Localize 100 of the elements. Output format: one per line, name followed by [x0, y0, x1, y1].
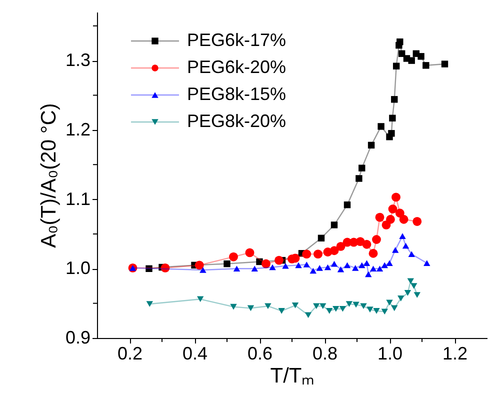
point	[376, 266, 384, 272]
point	[196, 296, 204, 302]
x-tick-label: 0.4	[182, 344, 208, 364]
point	[388, 130, 395, 137]
y-axis-title: A₀(T)/A₀(20 °C)	[37, 103, 60, 248]
point	[373, 308, 380, 314]
point	[386, 214, 395, 224]
point	[352, 302, 360, 308]
point	[441, 60, 448, 68]
point	[391, 305, 398, 312]
point	[358, 164, 366, 172]
point	[264, 303, 272, 309]
point	[399, 214, 408, 224]
x-tick-label: 0.6	[247, 344, 273, 364]
point	[399, 233, 406, 239]
point	[344, 201, 351, 208]
point	[247, 305, 254, 312]
point	[381, 308, 388, 315]
point	[408, 57, 415, 64]
y-tick-label: 1.2	[65, 119, 90, 140]
point	[336, 242, 346, 251]
point	[344, 262, 351, 268]
point	[330, 260, 338, 267]
point	[194, 260, 204, 270]
point	[368, 142, 375, 149]
point	[320, 303, 326, 309]
point	[424, 260, 430, 266]
point	[372, 235, 381, 244]
point	[363, 260, 370, 266]
point	[352, 265, 359, 271]
point	[330, 222, 338, 228]
point	[332, 306, 340, 312]
point	[314, 250, 322, 259]
point	[339, 306, 346, 312]
x-tick-label: 1.2	[442, 344, 468, 364]
point	[398, 296, 404, 302]
point	[262, 259, 270, 268]
legend-label: PEG6k-17%	[187, 30, 286, 50]
y-tick-label: 1.0	[65, 258, 90, 278]
point	[370, 266, 377, 272]
point	[229, 252, 238, 262]
point	[251, 266, 258, 272]
point	[313, 303, 320, 309]
x-tick-label: 1.0	[377, 344, 403, 364]
point	[375, 212, 384, 222]
legend-label: PEG8k-15%	[187, 84, 286, 104]
point	[396, 38, 404, 46]
legend-label: PEG6k-20%	[187, 57, 286, 77]
y-tick-label: 0.9	[65, 328, 90, 348]
point	[414, 292, 420, 298]
point	[269, 264, 276, 270]
point	[404, 290, 412, 296]
point	[278, 308, 285, 314]
point	[302, 250, 312, 259]
point	[292, 302, 299, 308]
point	[200, 267, 206, 273]
point	[324, 264, 332, 270]
point	[366, 306, 374, 312]
point	[245, 248, 254, 258]
point	[146, 301, 154, 307]
point	[282, 262, 289, 269]
point	[418, 53, 424, 60]
point	[358, 262, 366, 268]
point	[389, 114, 396, 122]
point	[295, 262, 302, 268]
point	[233, 266, 240, 272]
point	[412, 217, 422, 226]
point	[362, 240, 372, 249]
point	[395, 208, 404, 218]
point	[304, 312, 312, 318]
point	[386, 260, 393, 266]
point	[337, 266, 344, 272]
point	[316, 265, 323, 271]
point	[388, 204, 398, 214]
point	[407, 278, 414, 284]
point	[391, 96, 398, 103]
point	[408, 251, 415, 257]
x-axis-title: T/Tₘ	[270, 364, 315, 388]
point	[318, 234, 325, 242]
point	[224, 260, 230, 268]
point	[402, 242, 410, 249]
point	[360, 303, 367, 309]
point	[330, 246, 339, 256]
point	[326, 308, 333, 314]
point	[392, 62, 400, 70]
x-tick-label: 0.8	[312, 344, 338, 364]
point	[310, 268, 316, 274]
point	[381, 262, 388, 268]
point	[378, 123, 384, 130]
point	[392, 247, 399, 253]
y-tick-label: 1.3	[65, 50, 90, 70]
point	[146, 265, 152, 272]
point	[303, 262, 310, 268]
point	[410, 283, 418, 289]
point	[386, 300, 393, 306]
point	[346, 301, 353, 307]
point	[274, 256, 284, 265]
point	[356, 175, 362, 182]
point	[365, 271, 372, 278]
y-tick-label: 1.1	[65, 188, 90, 209]
